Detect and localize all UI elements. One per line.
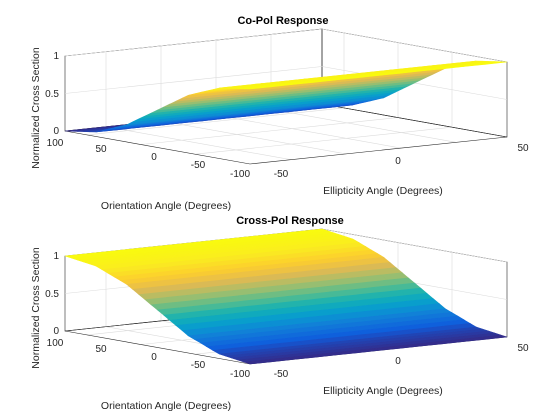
cross-pol-y-label: Orientation Angle (Degrees) bbox=[101, 400, 231, 412]
cross-pol-x-tick-0: -50 bbox=[274, 369, 289, 380]
co-pol-x-label: Ellipticity Angle (Degrees) bbox=[323, 185, 443, 197]
co-pol-title: Co-Pol Response bbox=[237, 15, 328, 27]
co-pol-y-tick-4: -100 bbox=[230, 169, 250, 180]
co-pol-surface bbox=[64, 60, 508, 133]
co-pol-y-tick-3: -50 bbox=[191, 160, 206, 171]
co-pol-z-tick-1: 0.5 bbox=[45, 89, 59, 100]
cross-pol-y-tick-0: 100 bbox=[47, 338, 64, 349]
cross-pol-z-tick-0: 0 bbox=[53, 326, 59, 337]
co-pol-y-tick-0: 100 bbox=[47, 138, 64, 149]
co-pol-y-tick-2: 0 bbox=[151, 152, 157, 163]
co-pol-floor bbox=[64, 103, 508, 165]
cross-pol-y-tick-2: 0 bbox=[151, 352, 157, 363]
co-pol-y-tick-1: 50 bbox=[95, 144, 107, 155]
cross-pol-y-tick-3: -50 bbox=[191, 360, 206, 371]
co-pol-x-tick-0: -50 bbox=[274, 169, 289, 180]
cross-pol-x-tick-1: 0 bbox=[395, 356, 401, 367]
surface-patch bbox=[243, 86, 272, 90]
cross-pol-y-tick-4: -100 bbox=[230, 369, 250, 380]
co-pol-plot: Co-Pol Response bbox=[30, 15, 529, 212]
cross-pol-y-tick-1: 50 bbox=[95, 344, 107, 355]
co-pol-z-label: Normalized Cross Section bbox=[30, 47, 42, 169]
cross-pol-z-tick-2: 1 bbox=[53, 251, 59, 262]
co-pol-x-tick-1: 0 bbox=[395, 156, 401, 167]
cross-pol-x-label: Ellipticity Angle (Degrees) bbox=[323, 385, 443, 397]
co-pol-grid bbox=[64, 28, 508, 160]
co-pol-x-tick-2: 50 bbox=[517, 143, 529, 154]
surface-patch bbox=[243, 359, 272, 365]
cross-pol-plot: Cross-Pol Response bbox=[30, 215, 529, 412]
cross-pol-z-label: Normalized Cross Section bbox=[30, 247, 42, 369]
cross-pol-title: Cross-Pol Response bbox=[236, 215, 344, 227]
co-pol-z-tick-0: 0 bbox=[53, 126, 59, 137]
cross-pol-surface bbox=[64, 228, 508, 365]
co-pol-z-tick-2: 1 bbox=[53, 51, 59, 62]
cross-pol-x-tick-2: 50 bbox=[517, 343, 529, 354]
co-pol-y-label: Orientation Angle (Degrees) bbox=[101, 200, 231, 212]
cross-pol-z-tick-1: 0.5 bbox=[45, 289, 59, 300]
